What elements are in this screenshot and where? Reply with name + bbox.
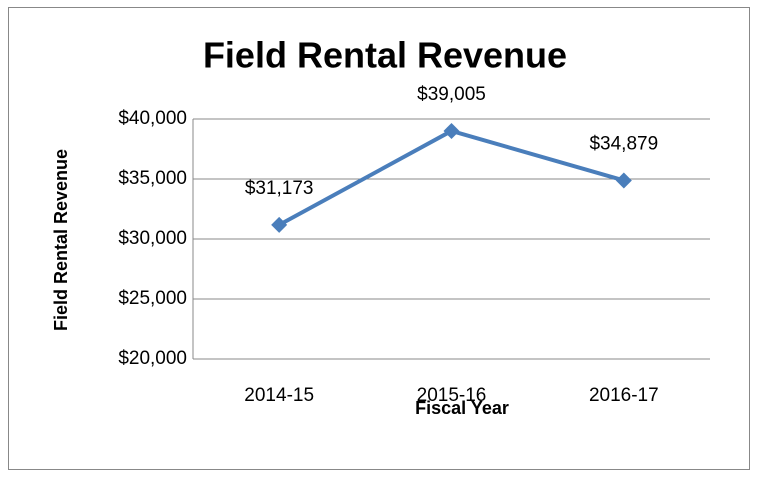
marker [271, 216, 288, 233]
y-tick-label: $25,000 [118, 288, 187, 309]
data-label: $39,005 [417, 84, 486, 105]
x-tick-label: 2016-17 [589, 385, 659, 406]
marker [615, 172, 632, 189]
y-axis-title: Field Rental Revenue [51, 149, 71, 331]
chart-title: Field Rental Revenue [203, 35, 567, 76]
marker [443, 122, 460, 139]
data-label: $34,879 [589, 133, 658, 154]
x-tick-label: 2015-16 [417, 385, 487, 406]
y-tick-label: $40,000 [118, 108, 187, 129]
y-tick-label: $35,000 [118, 168, 187, 189]
x-axis-title: Fiscal Year [415, 398, 509, 418]
y-tick-label: $30,000 [118, 228, 187, 249]
y-tick-label: $20,000 [118, 348, 187, 369]
data-label: $31,173 [245, 178, 314, 199]
x-tick-label: 2014-15 [244, 385, 314, 406]
